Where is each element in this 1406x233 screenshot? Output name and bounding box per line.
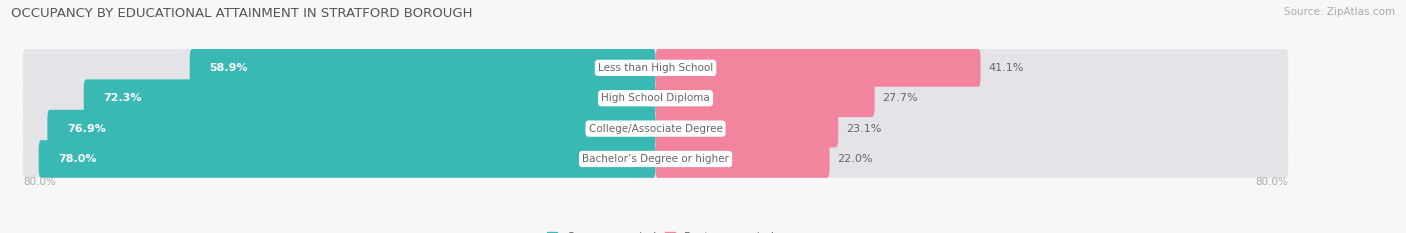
FancyBboxPatch shape (22, 79, 1288, 117)
Legend: Owner-occupied, Renter-occupied: Owner-occupied, Renter-occupied (543, 227, 779, 233)
FancyBboxPatch shape (38, 140, 655, 178)
FancyBboxPatch shape (22, 49, 1288, 87)
Text: 76.9%: 76.9% (67, 123, 105, 134)
Text: 27.7%: 27.7% (883, 93, 918, 103)
FancyBboxPatch shape (655, 79, 875, 117)
FancyBboxPatch shape (190, 49, 655, 87)
Text: OCCUPANCY BY EDUCATIONAL ATTAINMENT IN STRATFORD BOROUGH: OCCUPANCY BY EDUCATIONAL ATTAINMENT IN S… (11, 7, 472, 20)
FancyBboxPatch shape (22, 110, 1288, 147)
FancyBboxPatch shape (22, 140, 1288, 178)
Text: 80.0%: 80.0% (22, 177, 56, 187)
FancyBboxPatch shape (48, 110, 655, 147)
Text: 80.0%: 80.0% (1256, 177, 1288, 187)
Text: Less than High School: Less than High School (598, 63, 713, 73)
Text: High School Diploma: High School Diploma (602, 93, 710, 103)
Text: Source: ZipAtlas.com: Source: ZipAtlas.com (1284, 7, 1395, 17)
Text: 72.3%: 72.3% (104, 93, 142, 103)
Text: College/Associate Degree: College/Associate Degree (589, 123, 723, 134)
Text: 58.9%: 58.9% (209, 63, 247, 73)
Text: Bachelor’s Degree or higher: Bachelor’s Degree or higher (582, 154, 728, 164)
FancyBboxPatch shape (655, 140, 830, 178)
Text: 78.0%: 78.0% (59, 154, 97, 164)
FancyBboxPatch shape (655, 110, 838, 147)
Text: 22.0%: 22.0% (838, 154, 873, 164)
Text: 23.1%: 23.1% (846, 123, 882, 134)
Text: 41.1%: 41.1% (988, 63, 1024, 73)
FancyBboxPatch shape (655, 49, 980, 87)
FancyBboxPatch shape (84, 79, 655, 117)
